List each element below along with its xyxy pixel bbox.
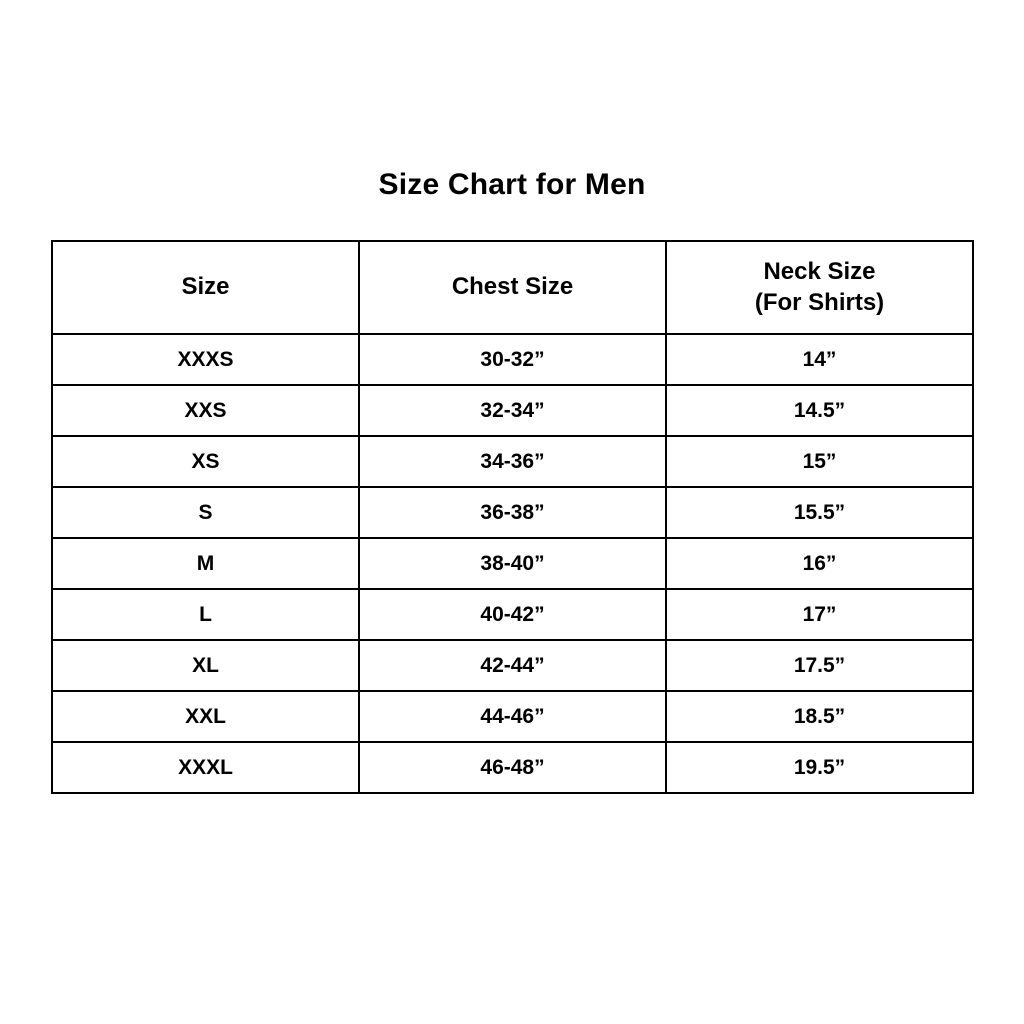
- table-body: XXXS 30-32” 14” XXS 32-34” 14.5” XS 34-36” 15” S 3…: [51, 333, 974, 794]
- table-row: XXXS 30-32” 14”: [51, 333, 974, 386]
- table-row: XS 34-36” 15”: [51, 435, 974, 488]
- cell-neck-size: 14”: [665, 333, 974, 386]
- table-header-row: Size Chest Size Neck Size (For Shirts): [51, 240, 974, 335]
- cell-chest-size: 46-48”: [358, 741, 667, 794]
- table-row: M 38-40” 16”: [51, 537, 974, 590]
- cell-neck-size: 14.5”: [665, 384, 974, 437]
- cell-chest-size: 30-32”: [358, 333, 667, 386]
- table-row: XXL 44-46” 18.5”: [51, 690, 974, 743]
- size-chart-table-container: Size Chest Size Neck Size (For Shirts) X…: [51, 240, 974, 794]
- page-title: Size Chart for Men: [378, 168, 646, 201]
- cell-neck-size: 15.5”: [665, 486, 974, 539]
- cell-size: XS: [51, 435, 360, 488]
- table-row: XL 42-44” 17.5”: [51, 639, 974, 692]
- cell-size: L: [51, 588, 360, 641]
- cell-chest-size: 42-44”: [358, 639, 667, 692]
- table-row: L 40-42” 17”: [51, 588, 974, 641]
- cell-size: XXL: [51, 690, 360, 743]
- cell-neck-size: 17”: [665, 588, 974, 641]
- column-header-neck-size-label: Neck Size: [763, 257, 876, 285]
- cell-chest-size: 38-40”: [358, 537, 667, 590]
- cell-neck-size: 16”: [665, 537, 974, 590]
- table-row: XXS 32-34” 14.5”: [51, 384, 974, 437]
- cell-size: M: [51, 537, 360, 590]
- cell-neck-size: 18.5”: [665, 690, 974, 743]
- table-header: Size Chest Size Neck Size (For Shirts): [51, 240, 974, 335]
- cell-chest-size: 32-34”: [358, 384, 667, 437]
- cell-size: XXXS: [51, 333, 360, 386]
- cell-neck-size: 19.5”: [665, 741, 974, 794]
- column-header-size-label: Size: [181, 273, 230, 301]
- cell-chest-size: 36-38”: [358, 486, 667, 539]
- table-row: XXXL 46-48” 19.5”: [51, 741, 974, 794]
- cell-chest-size: 40-42”: [358, 588, 667, 641]
- cell-chest-size: 44-46”: [358, 690, 667, 743]
- column-header-chest-size-label: Chest Size: [451, 273, 574, 301]
- size-chart-table: Size Chest Size Neck Size (For Shirts) X…: [51, 240, 974, 794]
- cell-neck-size: 15”: [665, 435, 974, 488]
- cell-neck-size: 17.5”: [665, 639, 974, 692]
- column-header-neck-size-sublabel: (For Shirts): [754, 288, 885, 316]
- table-row: S 36-38” 15.5”: [51, 486, 974, 539]
- cell-size: S: [51, 486, 360, 539]
- cell-size: XL: [51, 639, 360, 692]
- cell-size: XXS: [51, 384, 360, 437]
- column-header-chest-size: Chest Size: [358, 240, 667, 335]
- column-header-neck-size: Neck Size (For Shirts): [665, 240, 974, 335]
- cell-size: XXXL: [51, 741, 360, 794]
- column-header-size: Size: [51, 240, 360, 335]
- cell-chest-size: 34-36”: [358, 435, 667, 488]
